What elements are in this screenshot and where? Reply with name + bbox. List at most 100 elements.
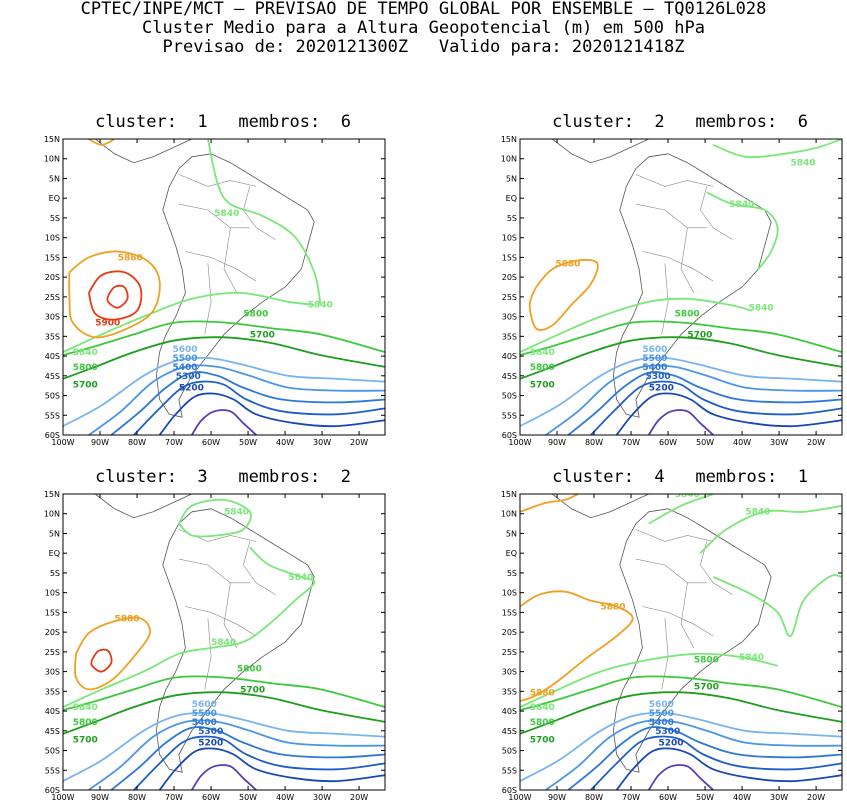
contour-label: 5800 <box>530 718 555 728</box>
contour-label: 5800 <box>73 718 98 728</box>
lat-label: 50S <box>45 747 60 756</box>
contour-5500 <box>545 719 842 790</box>
contour-5840 <box>712 139 842 159</box>
contour-5500 <box>88 364 385 435</box>
contour-5800 <box>520 320 842 356</box>
lat-label: 10N <box>501 510 517 519</box>
lat-label: 45S <box>502 727 517 736</box>
country-border <box>642 606 714 637</box>
country-border <box>204 618 212 690</box>
lon-label: 90W <box>548 438 566 447</box>
lon-label: 60W <box>202 793 220 802</box>
lat-label: 25S <box>502 293 517 302</box>
map-content: 5900 5880 5840 5840 5840 5800 5800 5700 5700 5600… <box>63 139 385 435</box>
country-border <box>242 541 276 595</box>
lat-label: 50S <box>502 392 517 401</box>
lat-label: 60S <box>502 431 517 440</box>
lon-label: 90W <box>548 793 566 802</box>
country-border <box>699 186 733 240</box>
contour-5880 <box>520 590 634 703</box>
map-panel-3: cluster: 3 membros: 2 <box>0 463 390 803</box>
contour-5600 <box>63 711 385 782</box>
map-panel-2: cluster: 2 membros: 6 <box>457 108 847 443</box>
contour-label: 5800 <box>530 363 555 373</box>
contour-5880 <box>68 250 161 339</box>
lat-label: EQ <box>49 549 60 558</box>
contour-label: 5600 <box>642 345 667 355</box>
lat-label: 40S <box>502 352 517 361</box>
lat-label: 10N <box>501 155 517 164</box>
lon-label: 30W <box>313 793 331 802</box>
contour-label: 5840 <box>288 573 313 583</box>
contour-label: 5500 <box>192 709 217 719</box>
map-panel-4: cluster: 4 membros: 1 <box>457 463 847 803</box>
south-america-coastline <box>612 508 772 773</box>
lat-label: 5S <box>50 569 60 578</box>
map-content: 5880 5880 5840 5840 5840 5840 5800 5800 5700 5700… <box>520 494 842 790</box>
contour-label: 5840 <box>73 703 98 713</box>
lon-label: 80W <box>128 438 146 447</box>
lat-label: 15S <box>502 608 517 617</box>
lat-label: 40S <box>45 352 60 361</box>
contour-5500 <box>545 364 842 435</box>
lat-label: 5S <box>507 569 517 578</box>
lat-label: 5N <box>506 174 517 183</box>
contour-5400 <box>567 371 842 435</box>
country-border <box>635 174 714 187</box>
lon-label: 30W <box>313 438 331 447</box>
lat-label: 20S <box>502 273 517 282</box>
lon-label: 40W <box>733 793 751 802</box>
country-border <box>185 251 257 282</box>
country-border <box>699 541 733 595</box>
contour-label: 5840 <box>749 304 774 314</box>
lat-label: 60S <box>45 786 60 795</box>
contour-5840 <box>699 504 842 554</box>
contour-5100 <box>648 409 714 435</box>
contour-label: 5200 <box>198 739 223 749</box>
central-america-coastline <box>94 494 192 519</box>
lon-label: 50W <box>696 793 714 802</box>
lon-label: 60W <box>659 793 677 802</box>
contour-label: 5840 <box>224 508 249 518</box>
lat-label: 45S <box>45 372 60 381</box>
contour-5300 <box>590 380 842 435</box>
country-border <box>661 263 669 335</box>
contour-5900 <box>90 648 113 673</box>
contour-label: 5300 <box>646 372 671 382</box>
lon-label: 80W <box>585 438 603 447</box>
lon-label: 70W <box>622 793 640 802</box>
contour-5840 <box>178 498 252 538</box>
country-border <box>178 203 250 229</box>
contour-label: 5400 <box>642 363 667 373</box>
lat-label: 15N <box>44 490 60 499</box>
lon-label: 60W <box>659 438 677 447</box>
lon-label: 20W <box>807 793 825 802</box>
country-border <box>204 263 212 335</box>
country-border <box>178 558 250 584</box>
country-border <box>635 203 707 229</box>
contour-5700 <box>520 336 842 380</box>
lat-label: 10S <box>502 234 517 243</box>
lat-label: EQ <box>49 194 60 203</box>
contour-label: 5840 <box>308 301 333 311</box>
contour-label: 5800 <box>675 310 700 320</box>
lon-label: 50W <box>239 438 257 447</box>
lat-label: 15S <box>45 608 60 617</box>
contour-label: 5400 <box>173 363 198 373</box>
contour-label: 5200 <box>179 384 204 394</box>
figure-title-line3: Previsao de: 2020121300Z Valido para: 20… <box>162 37 685 57</box>
lat-label: 15N <box>501 135 517 144</box>
contour-label: 5880 <box>530 688 555 698</box>
lat-label: EQ <box>506 194 517 203</box>
country-border <box>680 227 695 294</box>
contour-5840 <box>520 297 753 353</box>
contour-label: 5900 <box>95 319 120 329</box>
lat-label: 15N <box>501 490 517 499</box>
country-border <box>635 529 714 542</box>
contour-label: 5300 <box>198 727 223 737</box>
contour-label: 5600 <box>192 700 217 710</box>
contour-5900 <box>106 284 129 309</box>
contour-label: 5880 <box>118 253 143 263</box>
map-4: 5880 5880 5840 5840 5840 5840 5800 5800 5700 5700… <box>501 490 843 802</box>
